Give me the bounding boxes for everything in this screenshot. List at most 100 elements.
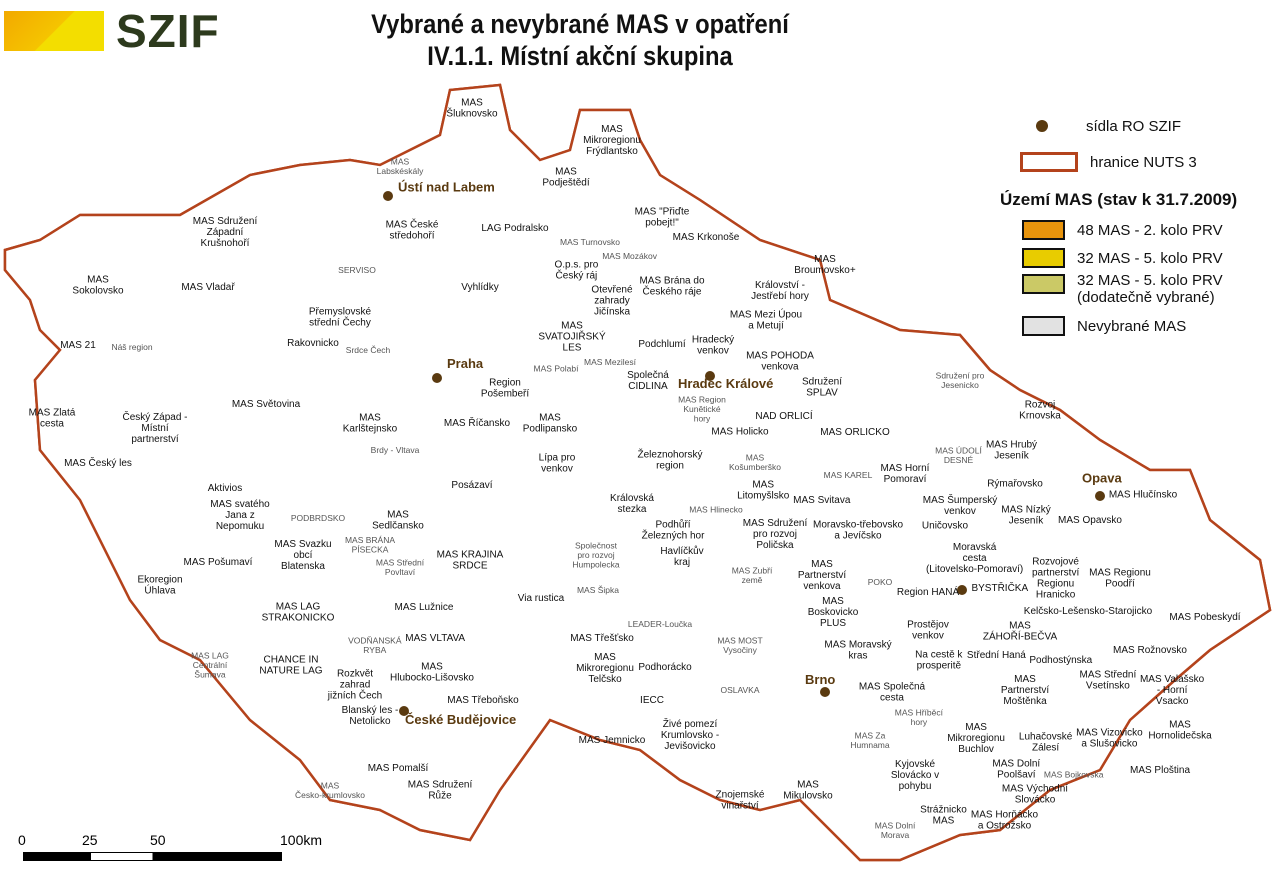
mas-label: MAS Horní Pomoraví bbox=[881, 463, 930, 485]
mas-label: MAS Za Humnama bbox=[850, 730, 889, 750]
mas-label: MAS Mezi Úpou a Metují bbox=[730, 308, 802, 332]
mas-label: Moravská cesta (Litovelsko-Pomoraví) bbox=[926, 542, 1023, 575]
mas-label: MAS Zubří země bbox=[732, 565, 773, 585]
mas-label: MAS POHODA venkova bbox=[746, 351, 814, 373]
mas-label: Region Pošembeří bbox=[481, 378, 530, 400]
mas-label: MAS Mikroregionu Frýdlantsko bbox=[583, 124, 641, 157]
mas-label: MAS Šipka bbox=[577, 585, 619, 595]
mas-label: MAS Horňácko a Ostrožsko bbox=[971, 810, 1039, 832]
city-seat-icon bbox=[705, 371, 715, 381]
mas-label: MAS Česko-krumlovsko bbox=[295, 780, 365, 800]
mas-label: Podchlumí bbox=[638, 339, 685, 350]
swatch-olive bbox=[1022, 274, 1065, 294]
mas-label: Znojemské vinařství bbox=[716, 790, 765, 812]
mas-label: MAS Říčansko bbox=[444, 416, 511, 429]
mas-label: MAS Brána do Českého ráje bbox=[639, 276, 704, 298]
mas-label: MAS Dolní Morava bbox=[875, 820, 916, 840]
city-label: Praha bbox=[447, 356, 484, 371]
mas-label: MAS Pomalší bbox=[368, 763, 429, 774]
mas-label: MAS Košumberško bbox=[729, 452, 781, 472]
mas-label: MAS svatého Jana z Nepomuku bbox=[210, 499, 270, 532]
mas-label: MAS Východní Slovácko bbox=[1002, 784, 1068, 806]
mas-label: SERVISO bbox=[338, 265, 376, 275]
mas-label: Strážnicko MAS bbox=[920, 805, 967, 827]
mas-label: MAS Sokolovsko bbox=[72, 275, 124, 297]
city-seat-icon bbox=[432, 373, 442, 383]
mas-label: MAS Hlubocko-Lišovsko bbox=[390, 662, 474, 684]
mas-label: MAS Sdružení Západní Krušnohoří bbox=[193, 216, 258, 249]
title-line-1: Vybrané a nevybrané MAS v opatření bbox=[371, 9, 789, 39]
city-seat-icon bbox=[383, 191, 393, 201]
mas-label: MAS "Přiďte pobejt!" bbox=[635, 207, 690, 229]
mas-label: Sdružení SPLAV bbox=[802, 376, 842, 398]
mas-label: MAS Střední Povltaví bbox=[376, 558, 425, 578]
legend-heading: Území MAS (stav k 31.7.2009) bbox=[1000, 190, 1238, 209]
city-seat-icon bbox=[957, 585, 967, 595]
mas-label: Na cestě k prosperitě bbox=[915, 650, 963, 672]
mas-label: MAS Mozákov bbox=[602, 251, 658, 261]
mas-label: MAS ÚDOLÍ DESNÉ bbox=[935, 445, 982, 465]
mas-label: MAS 21 bbox=[60, 340, 96, 351]
mas-label: MAS Moravský kras bbox=[824, 640, 891, 662]
mas-label: Posázaví bbox=[451, 480, 492, 491]
mas-label: MAS Mezilesí bbox=[584, 357, 637, 367]
mas-label: MAS Mikroregionu Telčsko bbox=[576, 652, 634, 685]
mas-label: Rýmařovsko bbox=[987, 479, 1043, 490]
mas-label: MAS Partnerství Moštěnka bbox=[1001, 674, 1050, 707]
mas-label: Železnohorský region bbox=[637, 448, 702, 472]
mas-label: BYSTŘIČKA bbox=[971, 581, 1028, 594]
legend-item: Nevybrané MAS bbox=[1077, 317, 1187, 335]
szif-logo: SZIF bbox=[4, 4, 220, 58]
mas-label: MAS Podlipansko bbox=[523, 413, 578, 435]
mas-label: Ekoregion Úhlava bbox=[137, 575, 182, 597]
legend-item: 48 MAS - 2. kolo PRV bbox=[1077, 221, 1223, 239]
mas-label: MAS ZÁHOŘÍ-BEČVA bbox=[983, 621, 1058, 643]
mas-label: MAS Podještědí bbox=[542, 167, 589, 189]
mas-label: Via rustica bbox=[518, 593, 565, 604]
mas-label: Rozvojové partnerství Regionu Hranicko bbox=[1032, 557, 1079, 601]
mas-label: Region HANÁ bbox=[897, 585, 960, 598]
mas-label: Společnost pro rozvoj Humpolecka bbox=[572, 541, 620, 570]
mas-label: MAS Nízký Jeseník bbox=[1001, 505, 1050, 527]
mas-label: Rozkvět zahrad jižních Čech bbox=[327, 669, 382, 702]
logo-mark-icon bbox=[4, 11, 104, 51]
mas-label: Prostějov venkov bbox=[907, 620, 949, 642]
mas-label: MAS Polabí bbox=[534, 364, 580, 374]
mas-label: MAS Pobeskydí bbox=[1169, 612, 1240, 623]
mas-label: MAS Regionu Poodří bbox=[1089, 568, 1151, 590]
mas-label: O.p.s. pro Český ráj bbox=[554, 260, 598, 282]
mas-label: Havlíčkův kraj bbox=[660, 545, 703, 568]
mas-label: Srdce Čech bbox=[346, 345, 391, 355]
legend-item-note: (dodatečně vybrané) bbox=[1077, 289, 1215, 306]
mas-label: MAS Boskovicko PLUS bbox=[808, 596, 859, 629]
mas-label: MAS Mikulovsko bbox=[783, 780, 833, 802]
mas-label: MAS Opavsko bbox=[1058, 515, 1122, 526]
mas-label: MAS SVATOJIŘSKÝ LES bbox=[538, 321, 606, 354]
mas-label: MAS Dolní Poolšaví bbox=[992, 759, 1040, 781]
mas-label: MAS LAG Centrální Šumava bbox=[191, 651, 229, 680]
mas-label: Uničovsko bbox=[922, 520, 969, 531]
mas-label: MAS Jemnicko bbox=[579, 735, 646, 746]
mas-label: MAS VLTAVA bbox=[405, 633, 465, 644]
mas-label: MAS Litomyšlsko bbox=[737, 480, 790, 502]
mas-label: MAS Broumovsko+ bbox=[794, 254, 856, 276]
city-seat-icon bbox=[399, 706, 409, 716]
mas-label: CHANCE IN NATURE LAG bbox=[259, 655, 322, 677]
mas-label: MAS České středohoří bbox=[386, 218, 439, 242]
mas-label: MAS KRAJINA SRDCE bbox=[437, 550, 504, 572]
mas-label: MAS Partnerství venkova bbox=[798, 559, 847, 592]
mas-label: MAS Svazku obcí Blatenska bbox=[274, 539, 331, 572]
mas-label: MAS Hrubý Jeseník bbox=[986, 440, 1037, 462]
scale-tick: 100km bbox=[280, 832, 323, 848]
mas-label: IECC bbox=[640, 695, 664, 706]
mas-label: MAS Hříběcí hory bbox=[895, 707, 944, 727]
legend-seat-label: sídla RO SZIF bbox=[1086, 117, 1182, 135]
mas-label: MAS BRÁNA PÍSECKA bbox=[345, 535, 395, 555]
mas-label: MAS Společná cesta bbox=[859, 682, 926, 704]
mas-label: PODBRDSKO bbox=[291, 513, 346, 523]
mas-label: MAS Třešťsko bbox=[570, 633, 634, 644]
mas-label: MAS Sdružení Růže bbox=[408, 780, 473, 802]
legend-item: 32 MAS - 5. kolo PRV bbox=[1077, 272, 1223, 289]
mas-label: Království -Jestřebí hory bbox=[751, 280, 809, 302]
mas-label: Střední Haná bbox=[967, 650, 1026, 661]
